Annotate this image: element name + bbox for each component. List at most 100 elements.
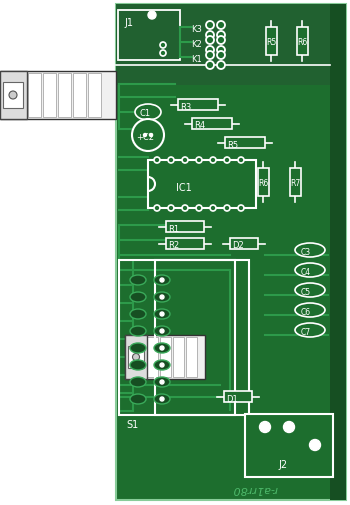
Circle shape <box>217 62 225 70</box>
Text: R2: R2 <box>168 241 179 250</box>
Ellipse shape <box>295 243 325 258</box>
Bar <box>166 238 204 249</box>
Circle shape <box>238 158 244 164</box>
Text: r-a1rr80: r-a1rr80 <box>232 483 278 493</box>
Circle shape <box>168 206 174 212</box>
Ellipse shape <box>295 323 325 337</box>
Text: C5: C5 <box>301 287 311 296</box>
Ellipse shape <box>130 343 146 354</box>
Bar <box>125 335 147 379</box>
Bar <box>128 346 144 368</box>
Circle shape <box>160 363 164 367</box>
Bar <box>224 391 252 402</box>
Bar <box>148 161 256 209</box>
Bar <box>116 5 346 500</box>
Circle shape <box>217 47 225 55</box>
Bar <box>88 74 101 118</box>
Ellipse shape <box>154 394 170 404</box>
Bar <box>119 261 249 415</box>
Ellipse shape <box>130 326 146 336</box>
Circle shape <box>196 158 202 164</box>
Circle shape <box>144 134 147 137</box>
Circle shape <box>206 62 214 70</box>
Text: R5: R5 <box>227 140 238 149</box>
Text: R5: R5 <box>266 38 276 47</box>
Circle shape <box>259 422 271 433</box>
Bar <box>73 74 86 118</box>
Text: R7: R7 <box>290 179 300 188</box>
Circle shape <box>149 134 153 137</box>
Ellipse shape <box>154 326 170 336</box>
Text: J2: J2 <box>278 459 287 469</box>
Bar <box>28 74 41 118</box>
Circle shape <box>182 206 188 212</box>
Text: C7: C7 <box>301 327 311 336</box>
Text: D1: D1 <box>226 394 238 402</box>
Ellipse shape <box>154 275 170 285</box>
Bar <box>192 119 232 130</box>
Ellipse shape <box>154 310 170 319</box>
Circle shape <box>217 52 225 60</box>
Bar <box>3 83 23 109</box>
Bar <box>116 5 330 86</box>
Circle shape <box>217 22 225 30</box>
Circle shape <box>148 12 156 20</box>
Ellipse shape <box>295 264 325 277</box>
Bar <box>186 337 197 377</box>
Bar <box>125 335 205 379</box>
Bar <box>245 414 333 477</box>
Text: C1: C1 <box>139 109 150 118</box>
Circle shape <box>206 52 214 60</box>
Bar <box>258 169 269 196</box>
Circle shape <box>160 43 166 49</box>
Circle shape <box>160 380 164 384</box>
Ellipse shape <box>135 105 161 121</box>
Bar <box>173 337 184 377</box>
Bar <box>155 261 235 415</box>
Ellipse shape <box>130 292 146 302</box>
Circle shape <box>9 92 17 100</box>
Text: C4: C4 <box>301 268 311 276</box>
Bar <box>0 72 116 120</box>
Circle shape <box>154 158 160 164</box>
Circle shape <box>160 313 164 316</box>
Circle shape <box>168 158 174 164</box>
Text: R4: R4 <box>194 121 205 130</box>
Ellipse shape <box>154 292 170 302</box>
Ellipse shape <box>130 310 146 319</box>
Ellipse shape <box>130 360 146 370</box>
Circle shape <box>238 206 244 212</box>
Circle shape <box>160 295 164 299</box>
Bar <box>147 337 158 377</box>
Circle shape <box>210 206 216 212</box>
Ellipse shape <box>130 275 146 285</box>
Bar <box>266 28 277 56</box>
Circle shape <box>160 397 164 401</box>
Circle shape <box>217 32 225 40</box>
Text: K2: K2 <box>191 40 202 49</box>
Bar <box>230 238 258 249</box>
Circle shape <box>206 22 214 30</box>
Text: K3: K3 <box>191 25 202 34</box>
Text: R6: R6 <box>297 38 307 47</box>
Ellipse shape <box>154 343 170 354</box>
Text: IC1: IC1 <box>176 183 192 192</box>
Ellipse shape <box>295 283 325 297</box>
Circle shape <box>210 158 216 164</box>
Bar <box>290 169 301 196</box>
Ellipse shape <box>130 394 146 404</box>
Circle shape <box>160 51 166 57</box>
Bar <box>297 28 308 56</box>
Text: K1: K1 <box>191 55 202 64</box>
Text: R1: R1 <box>168 224 179 233</box>
Text: +C2: +C2 <box>136 133 154 142</box>
Circle shape <box>182 158 188 164</box>
Circle shape <box>206 32 214 40</box>
Circle shape <box>160 278 164 282</box>
Ellipse shape <box>295 304 325 317</box>
Circle shape <box>224 158 230 164</box>
Circle shape <box>132 120 164 152</box>
Text: J1: J1 <box>124 18 133 28</box>
Ellipse shape <box>130 377 146 387</box>
Circle shape <box>154 206 160 212</box>
